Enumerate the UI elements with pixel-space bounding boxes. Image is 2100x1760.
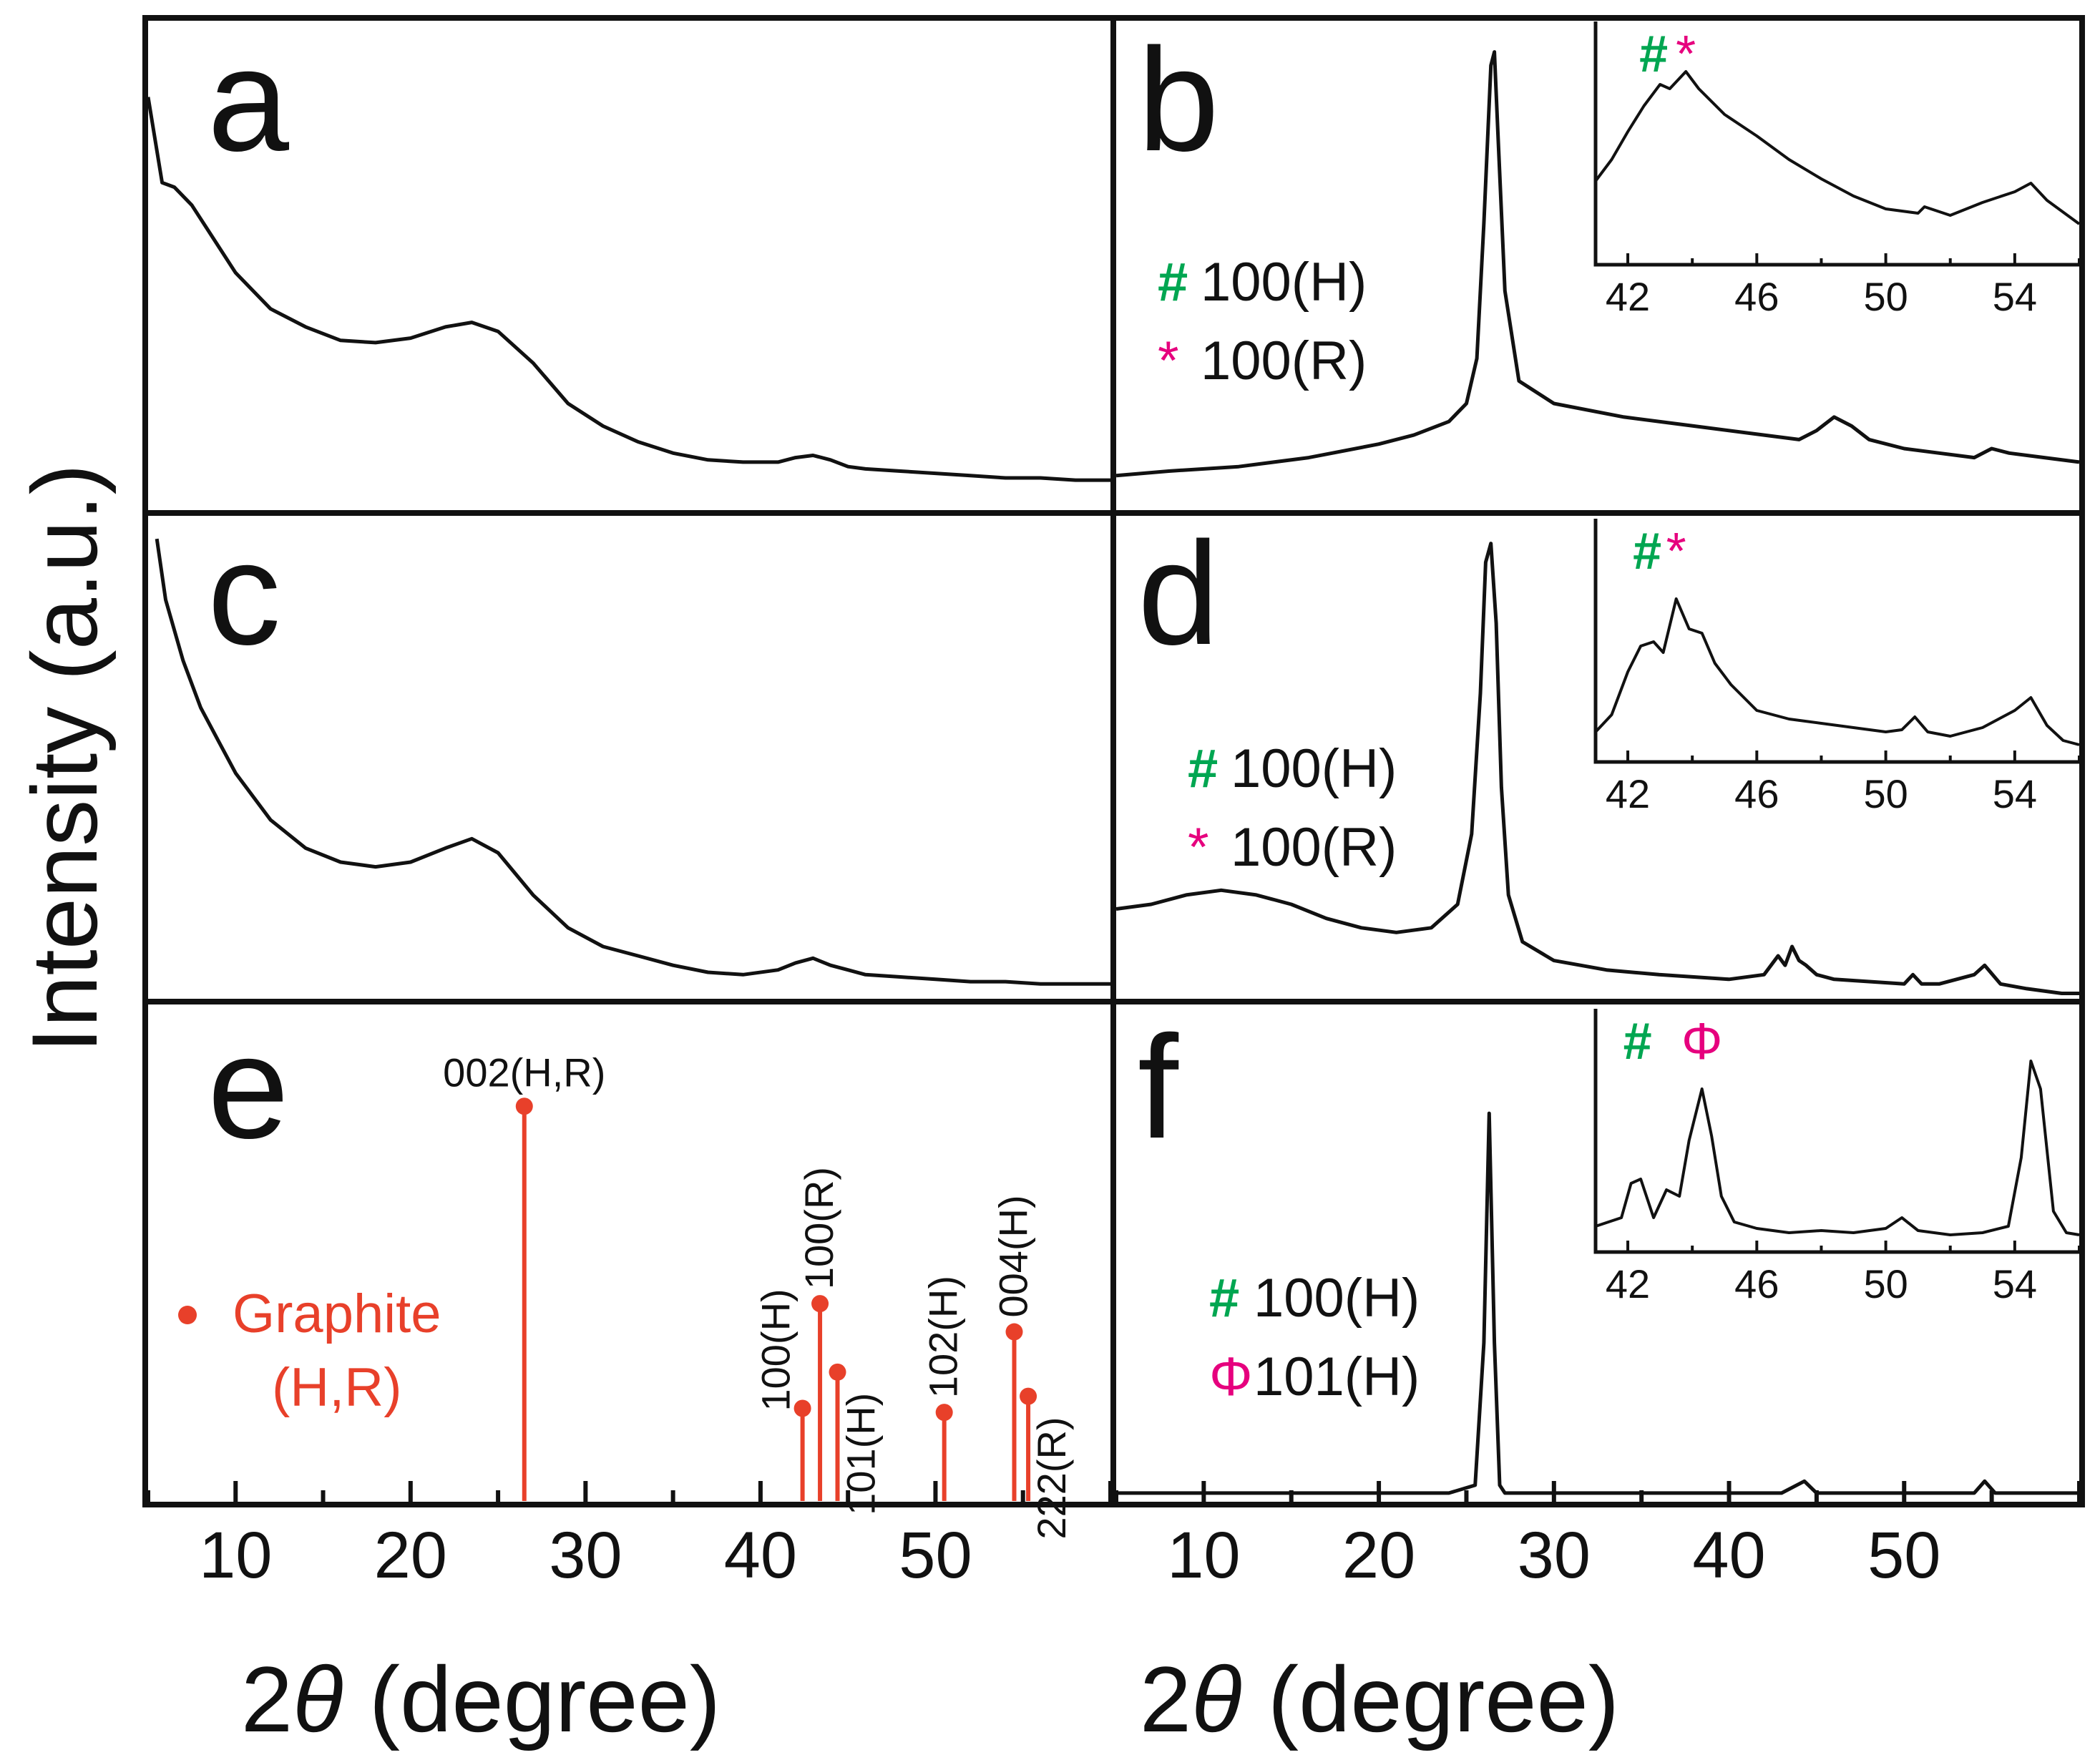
f-inset-axes [1593, 1009, 2079, 1254]
inset-f: 42 46 50 54 # Φ [1593, 1009, 2081, 1306]
stem-marker-3 [811, 1295, 829, 1313]
legend-d-text-2: 100(R) [1231, 817, 1397, 878]
stem-label-4: 101(H) [839, 1393, 884, 1515]
d-inset-tick-label-50: 50 [1863, 771, 1908, 816]
x-tick-label-left-50: 50 [899, 1519, 972, 1592]
d-inset-tick-label-46: 46 [1734, 771, 1779, 816]
panel-label-d: d [1138, 512, 1219, 675]
graphite-legend: Graphite (H,R) [178, 1284, 441, 1418]
graphite-legend-marker [178, 1306, 197, 1324]
x-ticks-right: 10 20 30 40 50 [1114, 1481, 2081, 1592]
x-tick-label-left-30: 30 [549, 1519, 622, 1592]
stem-label-6: 004(H) [991, 1195, 1036, 1317]
inset-d: 42 46 50 54 # * [1593, 519, 2081, 816]
x-ticks-left: 10 20 30 40 50 [146, 1481, 1113, 1592]
b-inset-annotation-2: * [1676, 26, 1696, 83]
graphite-legend-sublabel: (H,R) [272, 1357, 402, 1418]
x-tick-label-left-20: 20 [374, 1519, 447, 1592]
legend-f-symbol-2: Φ [1209, 1346, 1253, 1407]
graphite-legend-label: Graphite [233, 1284, 441, 1344]
stem-marker-4 [829, 1363, 846, 1381]
legend-f: # 100(H) Φ 101(H) [1209, 1268, 1420, 1407]
stem-label-5: 102(H) [921, 1276, 966, 1398]
x-tick-label-right-50: 50 [1867, 1519, 1940, 1592]
curve-f [1116, 1111, 2079, 1495]
curve-c [155, 538, 1110, 986]
curve-b [1115, 50, 2080, 478]
curve-d [1115, 542, 2079, 995]
inset-b: 42 46 50 54 # * [1593, 21, 2081, 319]
legend-d: # 100(H) * 100(R) [1188, 738, 1397, 878]
legend-d-text-1: 100(H) [1231, 738, 1397, 799]
b-inset-axes [1593, 21, 2079, 267]
f-inset-tick-label-46: 46 [1734, 1261, 1779, 1306]
x-axis-title-left: 2θ (degree) [241, 1647, 721, 1751]
curve-a [146, 97, 1110, 482]
d-inset-tick-label-42: 42 [1606, 771, 1650, 816]
b-inset-tick-label-46: 46 [1734, 274, 1779, 319]
d-inset-annotation-1: # [1633, 523, 1661, 580]
legend-b-symbol-2: * [1158, 331, 1179, 391]
legend-f-symbol-1: # [1209, 1268, 1239, 1329]
legend-b-text-2: 100(R) [1201, 331, 1367, 391]
stem-marker-7 [1020, 1387, 1037, 1405]
x-tick-label-left-10: 10 [199, 1519, 272, 1592]
x-tick-label-right-20: 20 [1342, 1519, 1415, 1592]
b-inset-annotation-1: # [1639, 26, 1668, 83]
stem-marker-5 [935, 1404, 953, 1422]
f-inset-tick-label-54: 54 [1993, 1261, 2037, 1306]
panel-label-e: e [207, 1005, 289, 1169]
legend-b-text-1: 100(H) [1201, 252, 1367, 313]
legend-f-text-2: 101(H) [1254, 1346, 1420, 1407]
figure-frame [142, 15, 2085, 1507]
panel-label-a: a [207, 18, 290, 182]
d-inset-tick-label-54: 54 [1993, 771, 2037, 816]
x-tick-label-right-40: 40 [1692, 1519, 1765, 1592]
d-inset-curve [1594, 597, 2080, 746]
legend-b-symbol-1: # [1158, 252, 1188, 313]
stem-label-3: 100(R) [796, 1167, 841, 1289]
f-inset-tick-label-42: 42 [1606, 1261, 1650, 1306]
b-inset-curve [1594, 70, 2081, 225]
stem-marker-6 [1005, 1323, 1023, 1341]
x-tick-label-right-30: 30 [1518, 1519, 1591, 1592]
d-inset-axes [1593, 519, 2079, 764]
x-axis-title-right: 2θ (degree) [1140, 1647, 1619, 1751]
legend-d-symbol-2: * [1188, 817, 1209, 878]
f-inset-annotation-1: # [1623, 1013, 1652, 1070]
x-tick-label-right-10: 10 [1167, 1519, 1240, 1592]
b-inset-tick-label-50: 50 [1863, 274, 1908, 319]
panel-label-f: f [1138, 1005, 1179, 1169]
y-axis-title: Intensity (a.u.) [12, 464, 117, 1053]
stem-label-1: 002(H,R) [443, 1050, 605, 1095]
stem-label-7: 222(R) [1029, 1417, 1074, 1539]
stem-marker-2 [793, 1399, 811, 1417]
stem-marker-1 [515, 1097, 533, 1115]
f-inset-curve [1595, 1060, 2080, 1236]
f-inset-tick-label-50: 50 [1863, 1261, 1908, 1306]
stem-label-2: 100(H) [753, 1289, 799, 1411]
legend-f-text-1: 100(H) [1254, 1268, 1420, 1329]
d-inset-annotation-2: * [1666, 523, 1686, 580]
legend-b: # 100(H) * 100(R) [1158, 252, 1367, 391]
f-inset-annotation-2: Φ [1681, 1013, 1722, 1070]
panel-label-c: c [207, 512, 281, 675]
legend-d-symbol-1: # [1188, 738, 1218, 799]
x-tick-label-left-40: 40 [724, 1519, 797, 1592]
b-inset-tick-label-42: 42 [1606, 274, 1650, 319]
reference-stems-e: 002(H,R) 100(H)100(R) 101(H) 102(H) 004(H) 22… [443, 1050, 1074, 1539]
panel-label-b: b [1138, 18, 1219, 182]
b-inset-tick-label-54: 54 [1993, 274, 2037, 319]
